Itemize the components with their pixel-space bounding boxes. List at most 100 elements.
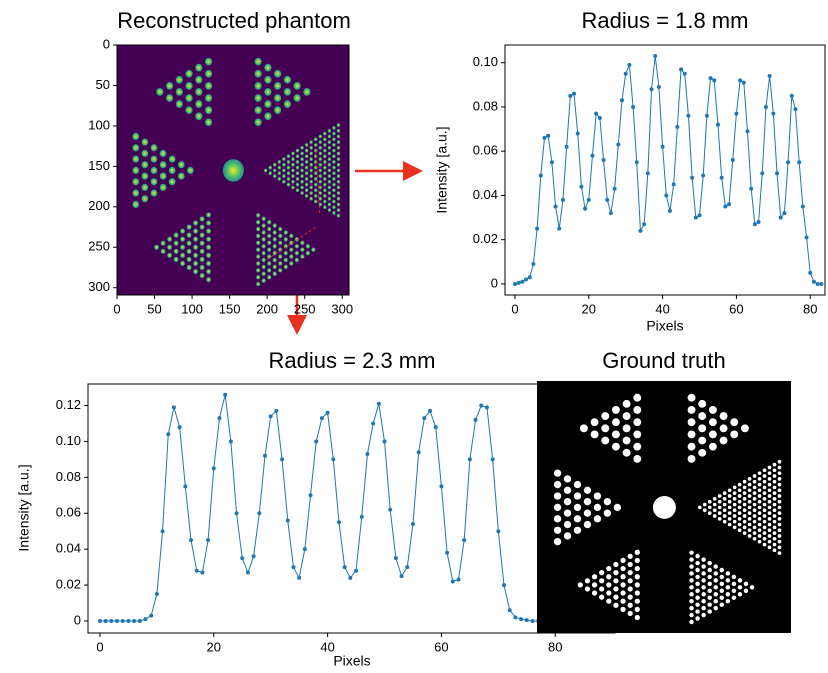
y-tick-label: 200 (88, 198, 110, 213)
phantom-rod (272, 223, 277, 228)
phantom-rod (261, 250, 266, 256)
phantom-rod (747, 488, 752, 493)
phantom-rod (752, 502, 757, 507)
phantom-rod (261, 216, 266, 221)
data-point (513, 615, 518, 620)
phantom-rod (283, 264, 288, 270)
data-point (524, 277, 529, 282)
phantom-rod (309, 168, 313, 173)
phantom-rod (309, 140, 313, 144)
data-point (605, 197, 610, 202)
phantom-rod (701, 598, 706, 604)
phantom-rod (613, 594, 619, 600)
phantom-rod (613, 586, 619, 592)
phantom-rod (713, 578, 718, 583)
data-point (496, 529, 501, 534)
phantom-rod (622, 424, 631, 433)
phantom-rod (722, 502, 727, 507)
phantom-rod (622, 436, 631, 445)
data-point (399, 574, 404, 579)
phantom-rod (267, 226, 272, 232)
phantom-rod (620, 582, 626, 588)
phantom-rod (278, 247, 283, 252)
phantom-rod (165, 94, 174, 102)
phantom-rod (599, 594, 605, 600)
chart-title: Radius = 1.8 mm (582, 8, 749, 33)
phantom-rod (601, 424, 610, 433)
phantom-rod (634, 565, 640, 572)
phantom-rod (713, 571, 718, 576)
phantom-rod (286, 182, 291, 187)
phantom-rod (752, 508, 757, 513)
data-point (745, 129, 750, 134)
phantom-rod (634, 598, 640, 604)
phantom-rod (627, 561, 633, 568)
phantom-rod (611, 442, 620, 451)
phantom-rod (323, 148, 327, 153)
phantom-rod (204, 106, 213, 115)
phantom-rod (274, 69, 282, 78)
phantom-rod (267, 233, 272, 239)
data-point (160, 529, 165, 534)
phantom-rod (777, 488, 782, 493)
phantom-rod (767, 505, 772, 510)
phantom-rod (772, 542, 777, 547)
data-point (682, 71, 687, 76)
phantom-rod (601, 412, 610, 420)
phantom-rod (206, 252, 212, 258)
data-point (560, 197, 565, 202)
phantom-rod (687, 393, 696, 402)
phantom-rod (762, 502, 767, 507)
phantom-rod (283, 75, 292, 84)
phantom-rod (274, 106, 282, 115)
phantom-rod (154, 244, 159, 250)
phantom-rod (256, 213, 261, 218)
phantom-rod (627, 602, 633, 608)
phantom-rod (740, 424, 749, 433)
phantom-rod (267, 261, 272, 266)
data-point (319, 416, 324, 421)
phantom-rod (722, 514, 727, 518)
phantom-rod (323, 154, 327, 159)
data-point (649, 87, 654, 92)
data-point (608, 211, 613, 216)
phantom-rod (267, 268, 272, 273)
phantom-rod (264, 75, 272, 84)
data-point (527, 275, 532, 280)
phantom-rod (277, 171, 282, 176)
axes-frame (87, 383, 616, 634)
data-point (149, 613, 154, 618)
data-point (520, 279, 525, 284)
phantom-rod (743, 581, 749, 587)
phantom-rod (204, 81, 213, 90)
phantom-rod (318, 174, 322, 178)
phantom-rod (719, 602, 725, 607)
phantom-rod (327, 196, 332, 201)
phantom-rod (701, 557, 706, 562)
x-tick-label: 40 (655, 301, 669, 316)
phantom-rod (712, 502, 717, 507)
data-point (228, 439, 233, 444)
data-point (667, 208, 672, 213)
data-line (99, 394, 590, 622)
phantom-rod (611, 406, 620, 414)
phantom-rod (304, 171, 309, 176)
data-point (704, 113, 709, 118)
phantom-rod (323, 177, 327, 181)
phantom-rod (294, 244, 299, 249)
data-point (583, 206, 588, 211)
phantom-rod (698, 399, 707, 408)
phantom-rod (767, 522, 772, 527)
phantom-rod (563, 498, 572, 506)
phantom-rod (160, 248, 166, 254)
phantom-rod (300, 151, 304, 156)
phantom-rod (752, 479, 757, 484)
phantom-rod (689, 571, 694, 576)
phantom-rod (757, 539, 762, 544)
y-axis-label: Intensity [a.u.] (434, 126, 450, 213)
data-point (752, 222, 757, 227)
phantom-rod (256, 219, 261, 225)
phantom-rod (772, 491, 777, 495)
phantom-rod (336, 162, 341, 167)
phantom-rod (687, 442, 696, 451)
